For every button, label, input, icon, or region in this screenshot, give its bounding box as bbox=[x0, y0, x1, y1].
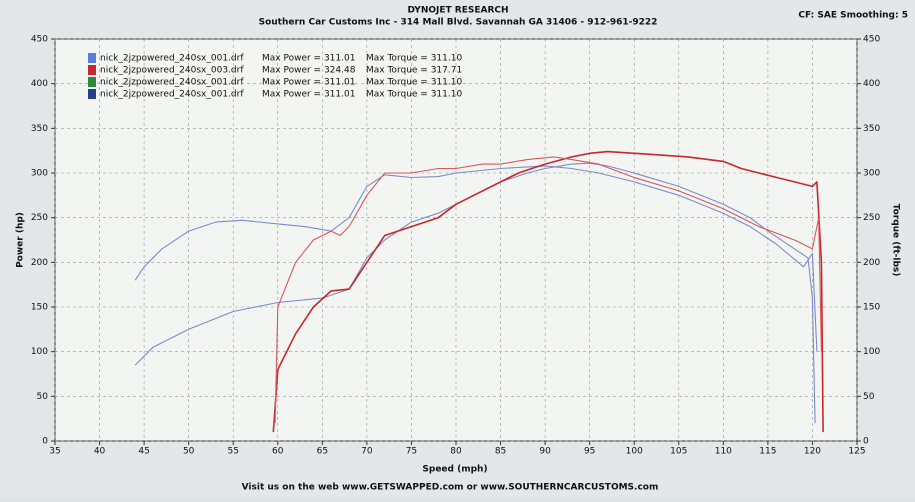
x-axis-label: Speed (mph) bbox=[422, 465, 487, 475]
y2-tick-label: 50 bbox=[863, 392, 875, 402]
legend-max-power: Max Power = 324.48 bbox=[262, 66, 356, 76]
curve bbox=[274, 156, 822, 424]
x-tick-label: 120 bbox=[804, 447, 821, 457]
y-tick-label: 0 bbox=[42, 437, 48, 447]
y2-tick-label: 450 bbox=[863, 35, 880, 45]
settings: CF: SAE Smoothing: 5 bbox=[798, 11, 908, 21]
y-tick-label: 350 bbox=[31, 124, 48, 134]
x-tick-label: 40 bbox=[94, 447, 106, 457]
legend-name: nick_2jzpowered_240sx_001.drf bbox=[100, 54, 244, 64]
y2-tick-label: 300 bbox=[863, 169, 880, 179]
legend-swatch bbox=[88, 77, 96, 87]
y2-tick-label: 150 bbox=[863, 303, 880, 313]
y-tick-label: 400 bbox=[31, 79, 48, 89]
x-tick-label: 45 bbox=[138, 447, 149, 457]
y-tick-label: 250 bbox=[31, 213, 48, 223]
y2-tick-label: 0 bbox=[863, 437, 869, 447]
x-tick-label: 100 bbox=[626, 447, 643, 457]
x-tick-label: 65 bbox=[317, 447, 328, 457]
y-tick-label: 100 bbox=[31, 347, 48, 357]
legend-name: nick_2jzpowered_240sx_003.drf bbox=[100, 66, 244, 76]
x-tick-label: 50 bbox=[183, 447, 195, 457]
x-tick-label: 70 bbox=[361, 447, 373, 457]
legend-swatch bbox=[88, 89, 96, 99]
curve bbox=[134, 165, 818, 352]
x-tick-label: 80 bbox=[450, 447, 462, 457]
x-tick-label: 55 bbox=[227, 447, 238, 457]
curve bbox=[272, 150, 824, 433]
y2-tick-label: 400 bbox=[863, 79, 880, 89]
curve bbox=[134, 162, 816, 424]
legend-max-torque: Max Torque = 317.71 bbox=[366, 66, 462, 76]
y-tick-label: 300 bbox=[31, 169, 48, 179]
x-tick-label: 35 bbox=[49, 447, 60, 457]
x-tick-label: 90 bbox=[539, 447, 551, 457]
y-axis-label: Power (hp) bbox=[16, 212, 26, 268]
legend-max-torque: Max Torque = 311.10 bbox=[366, 54, 462, 64]
legend-max-power: Max Power = 311.01 bbox=[262, 78, 355, 88]
legend-max-torque: Max Torque = 311.10 bbox=[366, 90, 462, 100]
legend-name: nick_2jzpowered_240sx_001.drf bbox=[100, 78, 244, 88]
x-tick-label: 110 bbox=[715, 447, 732, 457]
legend-max-torque: Max Torque = 311.10 bbox=[366, 78, 462, 88]
x-tick-label: 75 bbox=[406, 447, 417, 457]
y2-tick-label: 100 bbox=[863, 347, 880, 357]
x-tick-label: 105 bbox=[670, 447, 687, 457]
y-tick-label: 200 bbox=[31, 258, 48, 268]
x-tick-label: 115 bbox=[759, 447, 776, 457]
y-tick-label: 450 bbox=[31, 35, 48, 45]
y-tick-label: 150 bbox=[31, 303, 48, 313]
footer: Visit us on the web www.GETSWAPPED.com o… bbox=[242, 483, 659, 493]
y2-axis-label: Torque (ft-lbs) bbox=[891, 204, 901, 277]
chart-subtitle: Southern Car Customs Inc - 314 Mall Blvd… bbox=[259, 18, 658, 28]
chart-title: DYNOJET RESEARCH bbox=[407, 6, 508, 16]
legend-swatch bbox=[88, 53, 96, 63]
x-tick-label: 95 bbox=[584, 447, 595, 457]
y2-tick-label: 350 bbox=[863, 124, 880, 134]
legend-name: nick_2jzpowered_240sx_001.drf bbox=[100, 90, 244, 100]
legend-max-power: Max Power = 311.01 bbox=[262, 90, 355, 100]
x-tick-label: 60 bbox=[272, 447, 284, 457]
x-tick-label: 125 bbox=[848, 447, 865, 457]
legend-max-power: Max Power = 311.01 bbox=[262, 54, 355, 64]
legend-swatch bbox=[88, 65, 96, 75]
y-tick-label: 50 bbox=[37, 392, 49, 402]
y2-tick-label: 200 bbox=[863, 258, 880, 268]
x-tick-label: 85 bbox=[495, 447, 506, 457]
y2-tick-label: 250 bbox=[863, 213, 880, 223]
